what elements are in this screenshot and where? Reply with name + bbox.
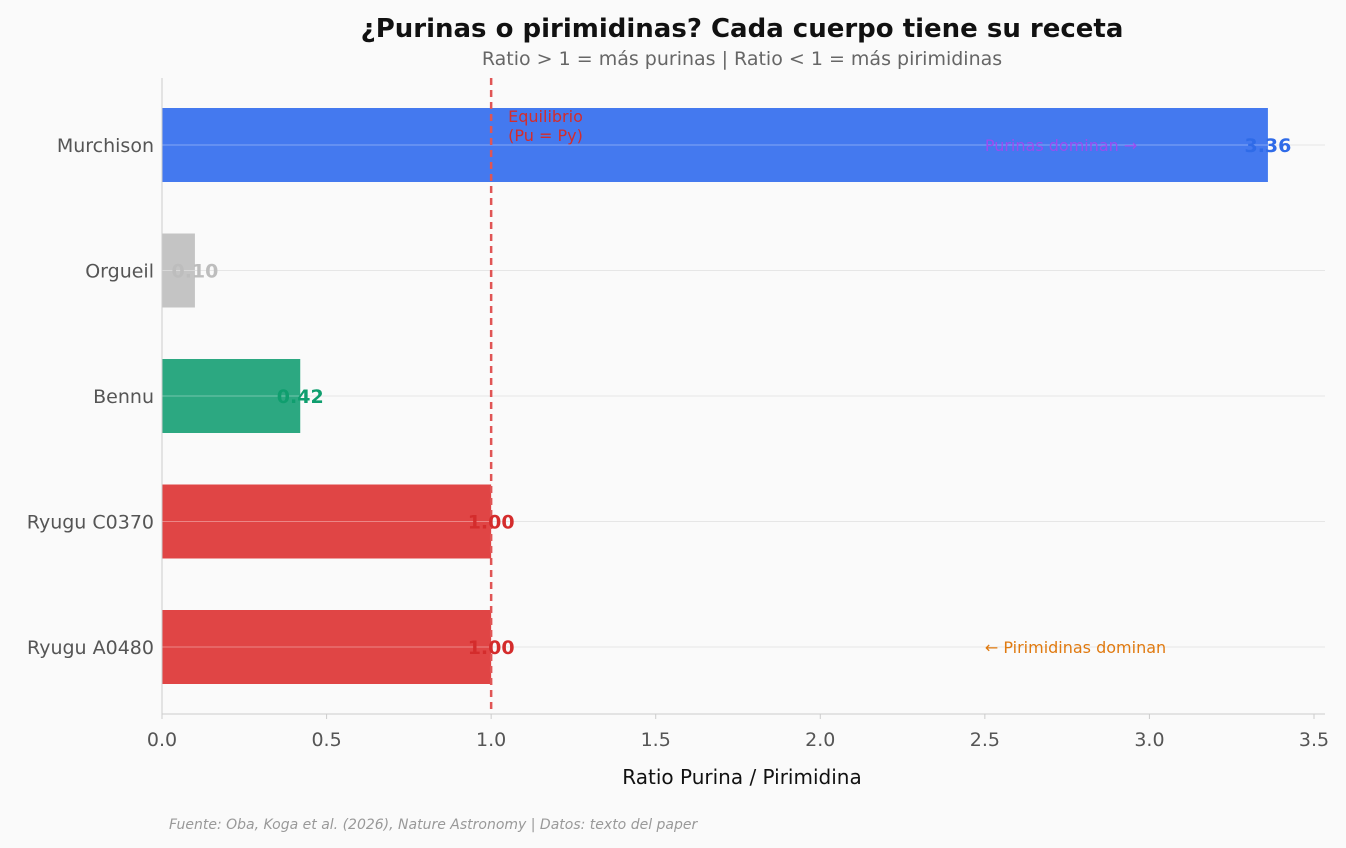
bar-ryugu-c0370 [162, 484, 492, 559]
grid [162, 144, 1325, 648]
bar-orgueil [162, 233, 195, 308]
x-tick-label: 3.5 [1299, 729, 1329, 751]
bar-ryugu-a0480 [162, 610, 492, 684]
chart-title: ¿Purinas o pirimidinas? Cada cuerpo tien… [361, 14, 1124, 44]
bar-murchison [162, 108, 1268, 182]
category-label: Ryugu A0480 [27, 637, 154, 659]
category-label: Bennu [93, 386, 154, 408]
direction-annotation: ← Pirimidinas dominan [985, 638, 1166, 657]
reference-line-group: Equilibrio(Pu = Py) [489, 78, 583, 714]
x-tick-label: 0.5 [311, 729, 341, 751]
bar-bennu [162, 359, 301, 433]
value-label: 3.36 [1244, 135, 1291, 157]
x-tick-label: 1.0 [476, 729, 506, 751]
bars [162, 108, 1268, 684]
reference-line-label: Equilibrio [508, 107, 583, 126]
value-label: 1.00 [468, 512, 515, 534]
value-label: 0.42 [277, 386, 324, 408]
x-tick-label: 3.0 [1134, 729, 1164, 751]
category-label: Ryugu C0370 [27, 512, 154, 534]
value-label: 0.10 [171, 261, 218, 283]
category-label: Murchison [57, 135, 154, 157]
x-axis-label: Ratio Purina / Pirimidina [622, 765, 861, 789]
value-label: 1.00 [468, 637, 515, 659]
reference-line-label: (Pu = Py) [508, 126, 583, 145]
chart-subtitle: Ratio > 1 = más purinas | Ratio < 1 = má… [482, 48, 1002, 70]
axes: 0.0 0.5 1.0 1.5 2.0 2.5 3.0 3.5 [147, 78, 1329, 751]
x-tick-label: 0.0 [147, 729, 177, 751]
labels: Murchison 3.36 Orgueil 0.10 Bennu 0.42 Ryugu C… [27, 135, 1292, 659]
x-tick-label: 1.5 [641, 729, 671, 751]
direction-annotation: Purinas dominan → [985, 136, 1137, 155]
x-tick-label: 2.5 [970, 729, 1000, 751]
category-label: Orgueil [85, 261, 154, 283]
source-footnote: Fuente: Oba, Koga et al. (2026), Nature … [169, 817, 699, 833]
x-tick-label: 2.0 [805, 729, 835, 751]
